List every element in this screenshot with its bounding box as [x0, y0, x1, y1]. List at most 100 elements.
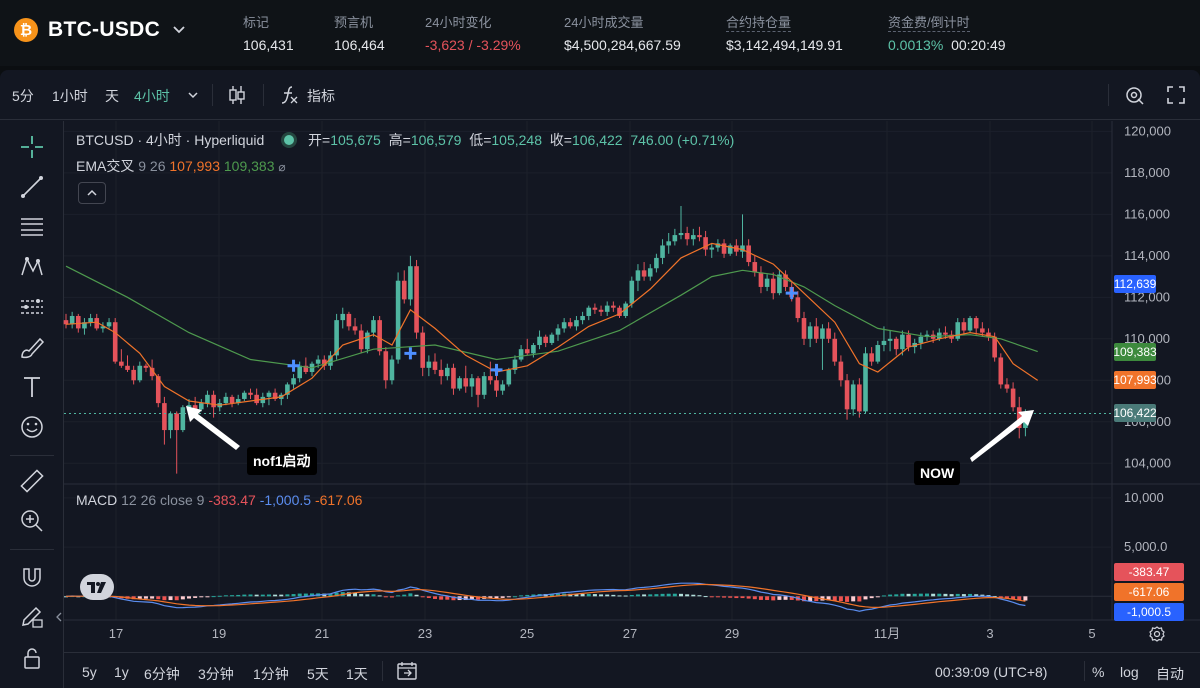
zoom-in-icon[interactable] — [18, 507, 46, 535]
macd-signal-value: -617.06 — [314, 492, 363, 508]
candle — [248, 388, 253, 399]
pattern-icon[interactable] — [18, 253, 46, 281]
candles — [63, 206, 1028, 474]
candle — [598, 305, 604, 316]
candle — [887, 330, 893, 352]
interval-5m[interactable]: 5分 — [12, 88, 34, 104]
text-icon[interactable] — [18, 373, 46, 401]
macd-bar — [869, 596, 874, 599]
interval-1h[interactable]: 1小时 — [52, 88, 88, 104]
macd-bar — [426, 596, 431, 599]
range-1d[interactable]: 1天 — [346, 666, 368, 682]
macd-bar — [765, 596, 770, 601]
macd-bar — [439, 596, 444, 600]
candle — [205, 390, 210, 408]
fib-lines-icon[interactable] — [18, 213, 46, 241]
candle — [574, 315, 579, 331]
candle — [568, 318, 573, 329]
macd-bar — [131, 596, 136, 600]
macd-tag: -1,000.5 — [1114, 603, 1184, 621]
macd-tick-label: 5,000.0 — [1124, 539, 1167, 554]
macd-bar — [875, 596, 880, 598]
emoji-icon[interactable] — [18, 413, 46, 441]
interval-1d[interactable]: 天 — [105, 88, 119, 104]
candle-type-icon[interactable] — [227, 83, 247, 107]
date-range-icon[interactable] — [396, 661, 418, 681]
macd-bar — [642, 594, 647, 597]
macd-bar — [851, 596, 856, 602]
range-6min[interactable]: 6分钟 — [144, 666, 180, 682]
ruler-icon[interactable] — [18, 467, 46, 495]
ema-fast-value: 107,993 — [169, 158, 220, 174]
range-1y[interactable]: 1y — [114, 664, 129, 680]
clock-readout[interactable]: 00:39:09 (UTC+8) — [935, 664, 1048, 680]
candle — [703, 230, 708, 256]
crosshair-icon[interactable] — [18, 133, 46, 161]
trend-line-icon[interactable] — [18, 173, 46, 201]
collapse-toolbar-icon[interactable] — [55, 611, 63, 623]
function-icon[interactable] — [280, 84, 300, 106]
candle — [494, 371, 499, 397]
settings-icon[interactable] — [1123, 84, 1145, 106]
projection-icon[interactable] — [18, 293, 46, 321]
macd-bar — [476, 596, 481, 600]
candle — [322, 355, 327, 370]
candle — [684, 226, 690, 246]
macd-hist-value: -383.47 — [208, 492, 256, 508]
candle — [506, 367, 512, 387]
ema-legend[interactable]: EMA交叉 9 26 107,993 109,383 ⌀ — [76, 158, 286, 174]
pair-selector[interactable]: ₿ BTC-USDC — [14, 18, 188, 42]
chevron-down-icon[interactable] — [170, 21, 188, 39]
candle — [106, 318, 112, 329]
cross-marker — [785, 287, 798, 300]
macd-bar — [617, 595, 622, 597]
interval-4h[interactable]: 4小时 — [134, 88, 170, 104]
brush-icon[interactable] — [18, 333, 46, 361]
macd-bar — [783, 596, 788, 600]
candle — [432, 353, 438, 375]
macd-legend[interactable]: MACD 12 26 close 9 -383.47 -1,000.5 -617… — [76, 492, 363, 508]
range-5y[interactable]: 5y — [82, 664, 97, 680]
interval-chevron-icon[interactable] — [186, 88, 200, 102]
candle — [561, 318, 567, 333]
candle — [100, 322, 106, 333]
percent-toggle[interactable]: % — [1092, 664, 1105, 680]
macd-bar — [64, 596, 68, 598]
time-axis-settings-icon[interactable] — [1148, 625, 1166, 643]
auto-toggle[interactable]: 自动 — [1156, 666, 1184, 682]
range-3min[interactable]: 3分钟 — [198, 666, 234, 682]
fullscreen-icon[interactable] — [1166, 85, 1186, 105]
log-toggle[interactable]: log — [1120, 664, 1139, 680]
macd-bar — [611, 594, 616, 597]
pencil-lock-icon[interactable] — [18, 603, 46, 631]
candle — [229, 394, 235, 408]
time-tick-label: 25 — [520, 626, 534, 641]
candle — [820, 324, 825, 370]
collapse-legend-button[interactable] — [78, 182, 106, 204]
macd-bar — [174, 596, 179, 601]
macd-bar — [654, 594, 659, 597]
candle — [611, 301, 616, 312]
candle — [973, 315, 979, 335]
candle — [617, 305, 622, 319]
candle — [727, 243, 733, 256]
macd-bar — [863, 596, 868, 600]
macd-bar — [605, 594, 610, 597]
range-1min[interactable]: 1分钟 — [253, 666, 289, 682]
candle — [254, 388, 259, 406]
macd-bar — [383, 596, 388, 598]
tradingview-logo[interactable] — [80, 574, 114, 600]
indicators-button[interactable]: 指标 — [307, 88, 335, 104]
price-axis: 120,000 118,000 116,000 114,000 112,000 110,0… — [1124, 123, 1171, 470]
candle — [549, 332, 555, 346]
magnet-icon[interactable] — [18, 563, 46, 591]
candle — [451, 363, 456, 395]
candle — [1004, 378, 1010, 393]
candle — [986, 328, 991, 341]
candle — [500, 380, 505, 395]
candle — [543, 334, 548, 348]
lock-icon[interactable] — [18, 645, 46, 673]
main-legend: BTCUSD · 4小时 · Hyperliquid 开=105,675 高=1… — [76, 132, 735, 148]
range-5d[interactable]: 5天 — [307, 666, 329, 682]
